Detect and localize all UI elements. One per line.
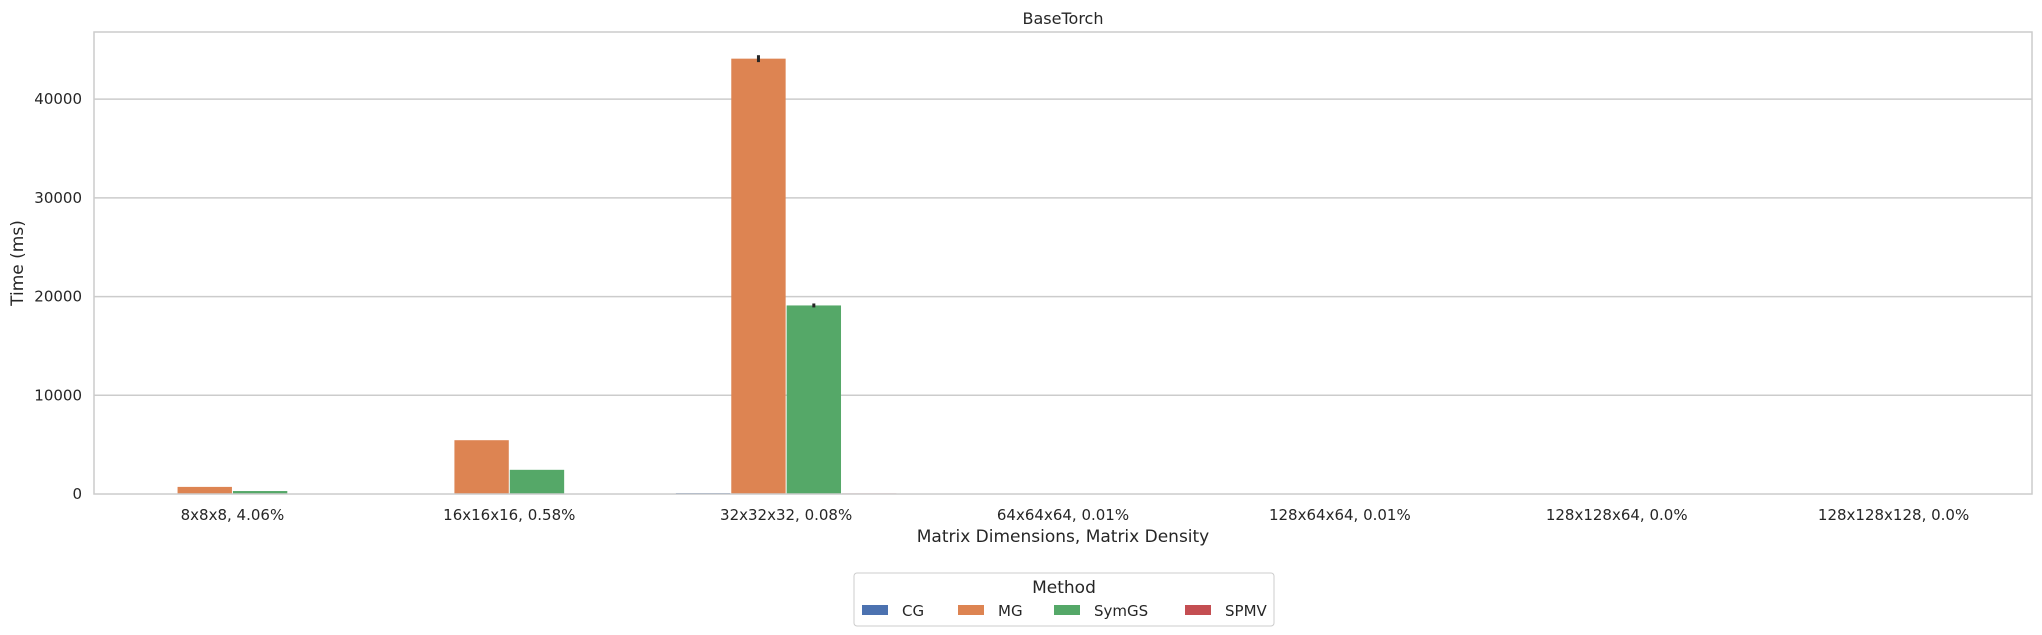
x-tick-label: 16x16x16, 0.58% [443, 506, 575, 524]
bar-symgs [786, 305, 842, 494]
legend-items: CG MG SymGS SPMV [862, 602, 1268, 620]
bar-symgs [509, 469, 565, 494]
y-tick-label: 30000 [34, 189, 82, 207]
legend-swatch-mg [958, 605, 984, 615]
legend-label-symgs: SymGS [1094, 602, 1148, 620]
y-tick-label: 20000 [34, 288, 82, 306]
bar-mg [731, 58, 786, 495]
bar-symgs [232, 491, 288, 494]
legend: Method CG MG SymGS SPMV [853, 572, 1275, 627]
legend-label-mg: MG [998, 602, 1023, 620]
bar-mg [177, 486, 232, 494]
bar-mg [454, 440, 509, 494]
x-tick-label: 32x32x32, 0.08% [720, 506, 852, 524]
legend-title: Method [1032, 578, 1096, 598]
x-tick-label: 128x128x64, 0.0% [1546, 506, 1688, 524]
x-axis-label: Matrix Dimensions, Matrix Density [917, 527, 1210, 547]
y-tick-label: 10000 [34, 386, 82, 404]
y-tick-label: 0 [72, 485, 82, 503]
y-tick-labels: 0 10000 20000 30000 40000 [34, 90, 82, 503]
x-tick-label: 128x128x128, 0.0% [1818, 506, 1969, 524]
legend-label-spmv: SPMV [1225, 602, 1268, 620]
error-bars [756, 55, 816, 308]
legend-swatch-symgs [1054, 605, 1080, 615]
bars [122, 58, 897, 495]
plot-frame [93, 31, 2033, 495]
gridlines [94, 98, 2032, 397]
legend-swatch-spmv [1185, 605, 1211, 615]
y-tick-label: 40000 [34, 90, 82, 108]
x-tick-label: 8x8x8, 4.06% [181, 506, 285, 524]
x-tick-label: 64x64x64, 0.01% [997, 506, 1129, 524]
legend-swatch-cg [862, 605, 888, 615]
x-tick-label: 128x64x64, 0.01% [1269, 506, 1411, 524]
x-tick-labels: 8x8x8, 4.06% 16x16x16, 0.58% 32x32x32, 0.0… [181, 506, 1970, 524]
y-axis-label: Time (ms) [8, 220, 28, 307]
legend-label-cg: CG [902, 602, 924, 620]
chart-title: BaseTorch [1023, 9, 1104, 28]
